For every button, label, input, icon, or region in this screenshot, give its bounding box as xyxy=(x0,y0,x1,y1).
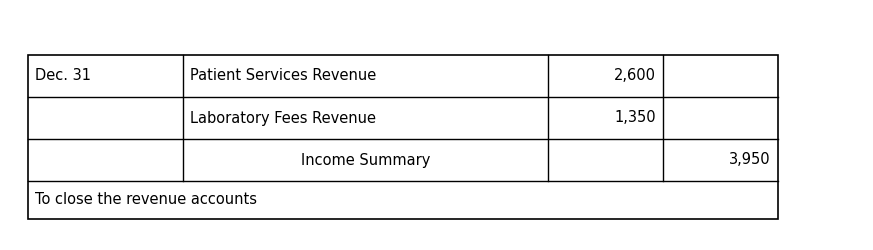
Text: To close the revenue accounts: To close the revenue accounts xyxy=(35,192,257,208)
Text: 3,950: 3,950 xyxy=(729,152,771,168)
Text: Dec. 31: Dec. 31 xyxy=(35,68,91,84)
Text: Laboratory Fees Revenue: Laboratory Fees Revenue xyxy=(190,110,376,126)
Text: 2,600: 2,600 xyxy=(614,68,656,84)
Bar xyxy=(28,55,778,219)
Text: Income Summary: Income Summary xyxy=(301,152,430,168)
Text: Patient Services Revenue: Patient Services Revenue xyxy=(190,68,376,84)
Text: 1,350: 1,350 xyxy=(615,110,656,126)
